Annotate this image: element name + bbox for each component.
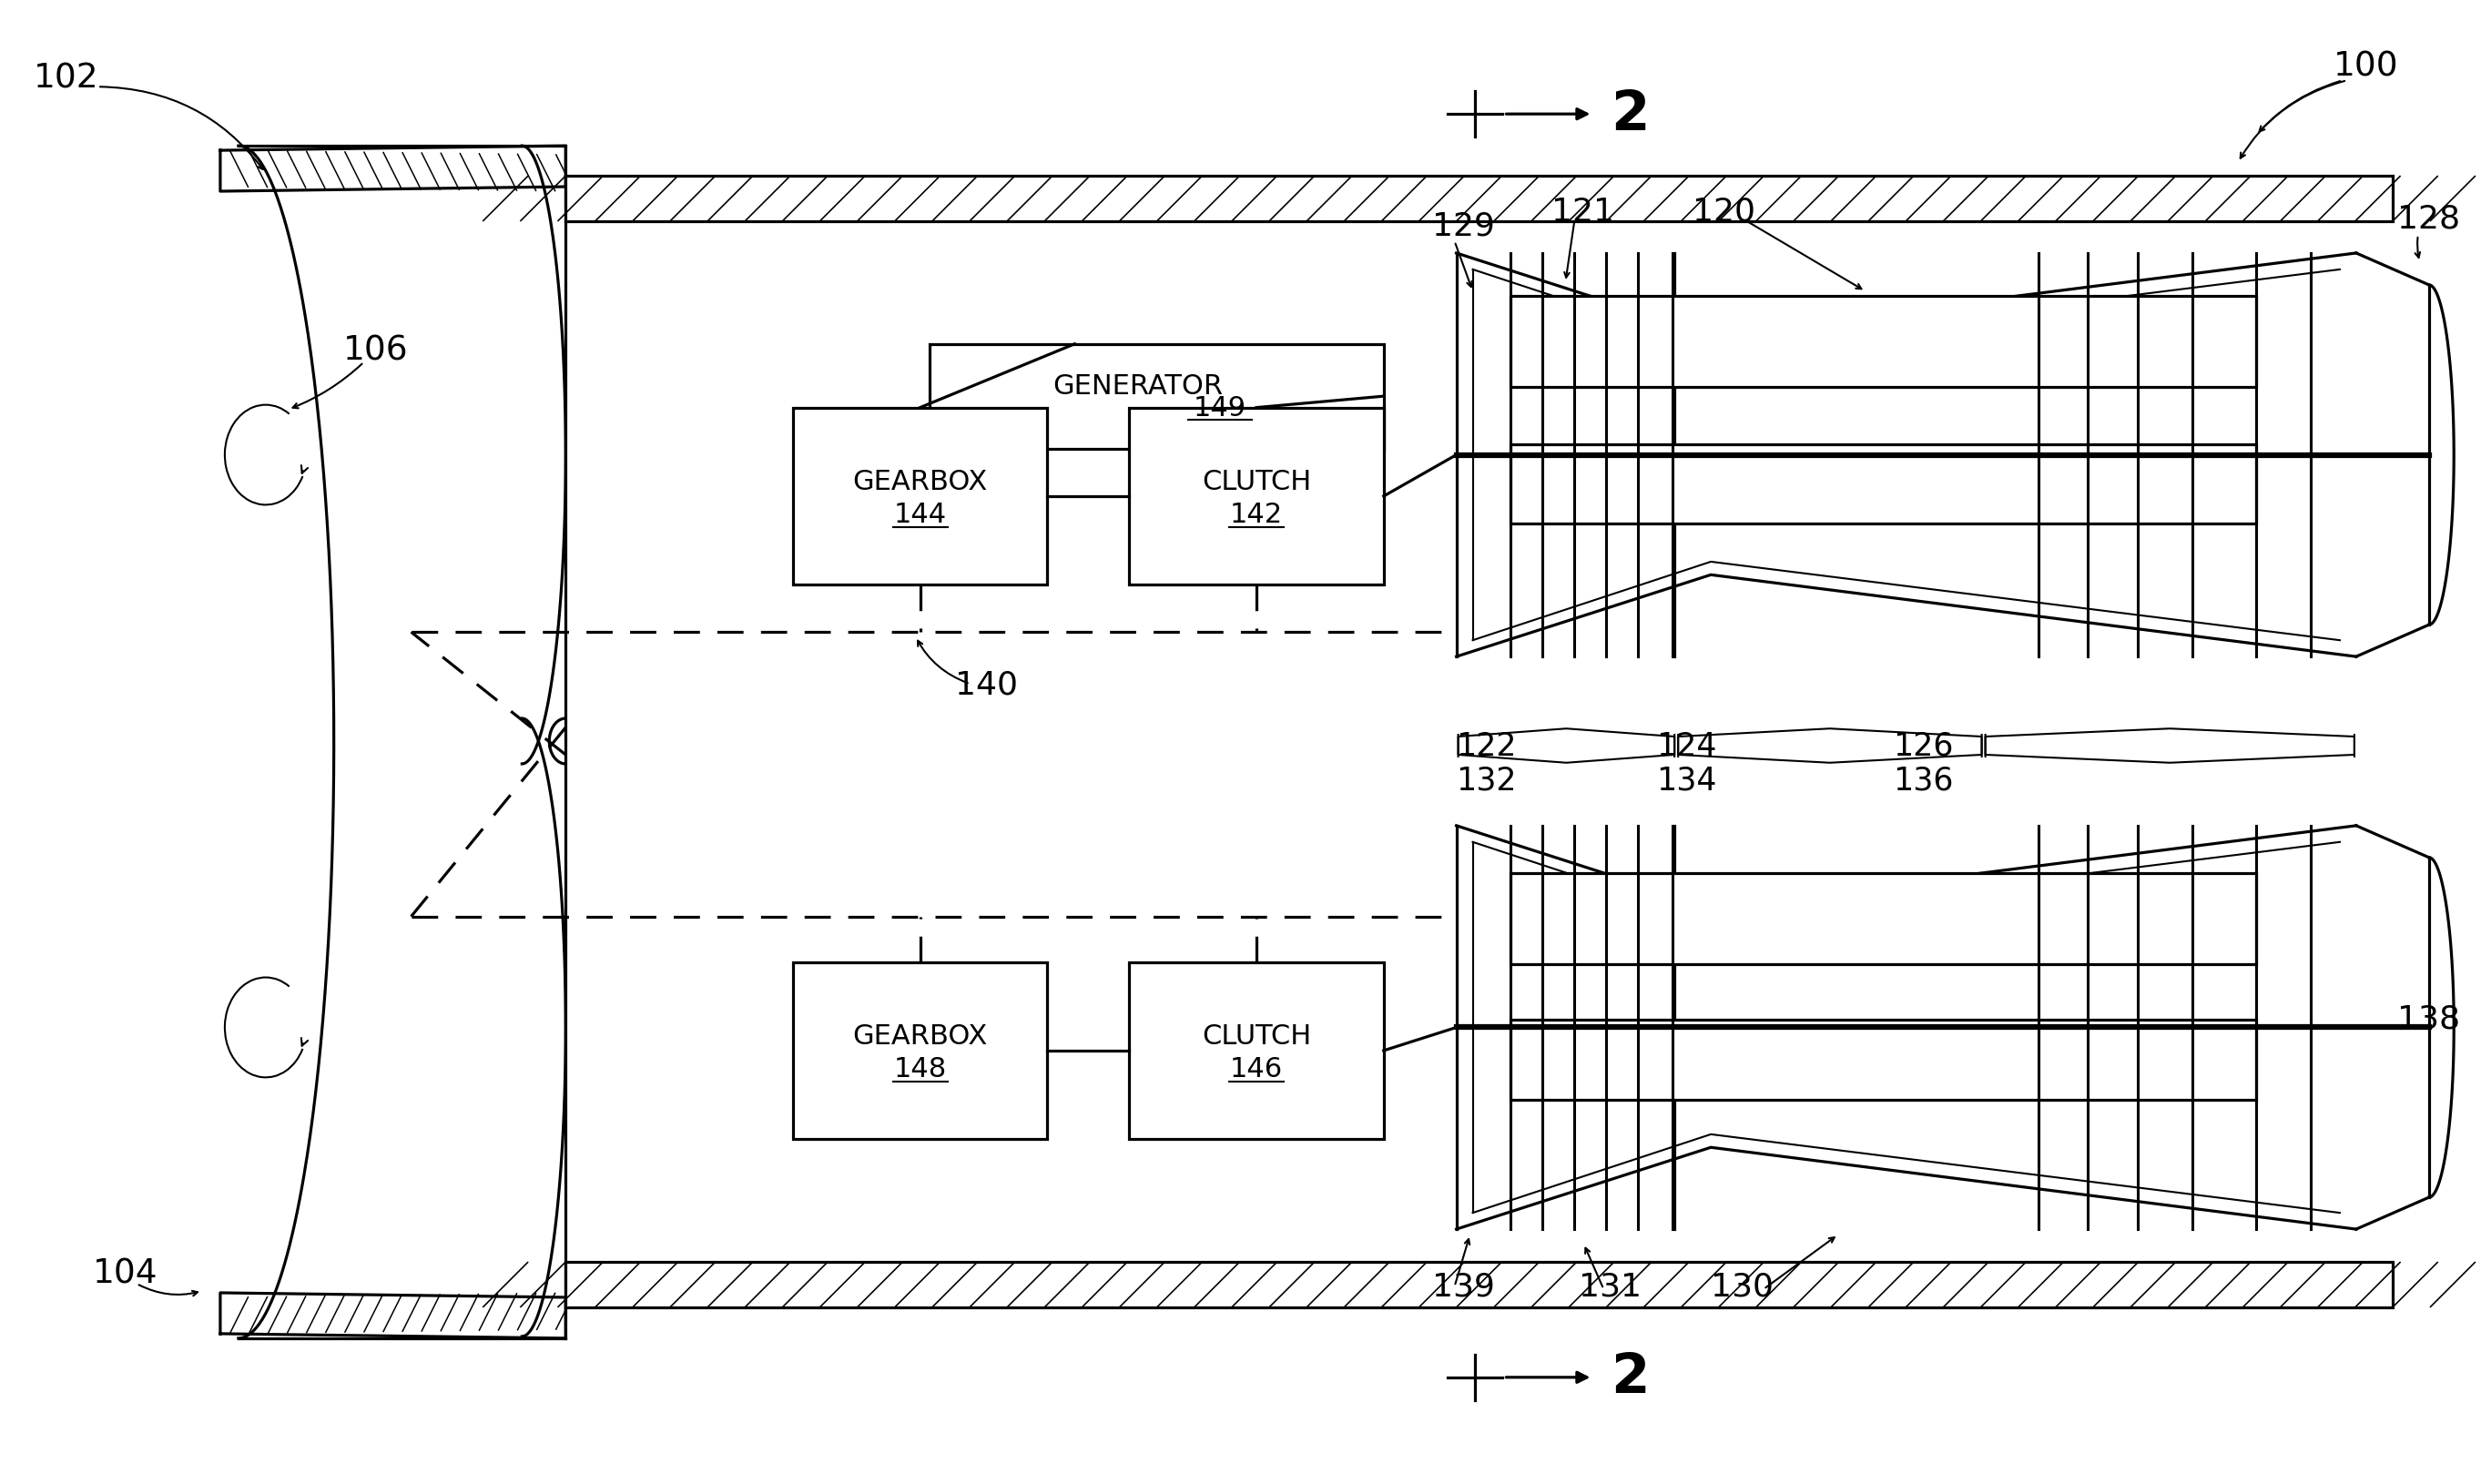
Bar: [794, 408, 1047, 585]
Bar: [1511, 445, 2255, 524]
Text: 132: 132: [1456, 766, 1516, 795]
Text: 126: 126: [1893, 730, 1953, 761]
Text: 2: 2: [1610, 1350, 1650, 1404]
Bar: [1511, 1021, 2255, 1100]
Text: 144: 144: [893, 502, 948, 528]
Text: GEARBOX: GEARBOX: [853, 469, 987, 496]
Text: CLUTCH: CLUTCH: [1201, 1022, 1310, 1049]
Text: 142: 142: [1231, 502, 1283, 528]
Text: 138: 138: [2397, 1003, 2461, 1034]
Text: 2: 2: [1610, 88, 1650, 141]
Text: 148: 148: [893, 1055, 948, 1082]
Polygon shape: [221, 147, 566, 191]
Text: 149: 149: [1193, 395, 1245, 421]
Text: 140: 140: [955, 669, 1017, 700]
Polygon shape: [221, 1293, 566, 1339]
Bar: [566, 1261, 2392, 1307]
Text: GEARBOX: GEARBOX: [853, 1022, 987, 1049]
Bar: [566, 177, 2392, 223]
Bar: [1129, 408, 1384, 585]
Text: 130: 130: [1712, 1272, 1774, 1301]
Text: 131: 131: [1578, 1272, 1642, 1301]
Text: 100: 100: [2335, 50, 2399, 83]
Bar: [930, 344, 1384, 450]
Text: GENERATOR: GENERATOR: [1052, 372, 1223, 399]
Text: 124: 124: [1657, 730, 1717, 761]
Text: 136: 136: [1893, 766, 1953, 795]
Text: 106: 106: [342, 334, 409, 368]
Bar: [1511, 873, 2255, 965]
Text: 129: 129: [1432, 211, 1494, 242]
Text: 120: 120: [1692, 196, 1757, 227]
Bar: [1511, 297, 2255, 387]
Text: 134: 134: [1657, 766, 1717, 795]
Text: 146: 146: [1231, 1055, 1283, 1082]
Text: 102: 102: [35, 62, 99, 95]
Bar: [794, 962, 1047, 1140]
Text: 139: 139: [1432, 1272, 1494, 1301]
Text: 121: 121: [1551, 196, 1615, 227]
Text: 104: 104: [92, 1257, 159, 1290]
Text: 128: 128: [2397, 203, 2461, 234]
Text: CLUTCH: CLUTCH: [1201, 469, 1310, 496]
Bar: [1129, 962, 1384, 1140]
Text: 122: 122: [1456, 730, 1516, 761]
